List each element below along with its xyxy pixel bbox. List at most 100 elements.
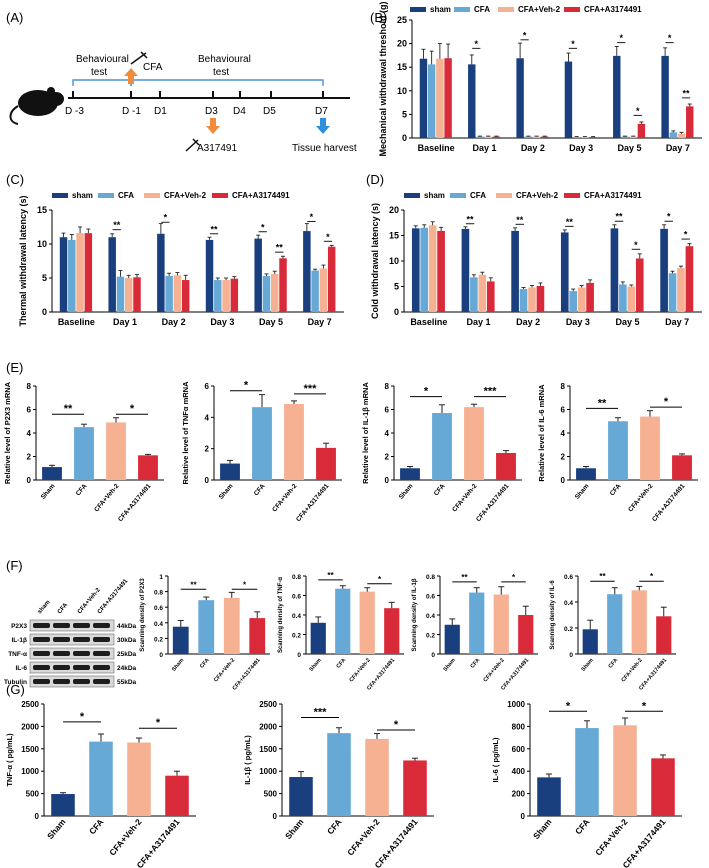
y-tick-label: 6 [27,406,32,415]
x-tick-label: Day 1 [472,143,496,153]
blot-band [33,651,50,656]
bar-sham [310,622,326,654]
x-tick-label: Day 2 [521,143,545,153]
y-tick-label: 6 [561,406,566,415]
y-axis-label: Relative level of TNFα mRNA [181,381,190,485]
significance-mark: ** [276,243,284,253]
x-tick-label: CFA+Veh-2 [483,657,506,683]
y-tick-label: 1500 [21,745,39,754]
harvest-arrow [316,118,330,134]
timeline-ticks [72,91,324,98]
significance-mark: ** [461,573,468,582]
legend-label: CFA+Veh-2 [518,5,561,14]
x-tick-label: CFA [608,657,620,669]
kda-label: 55kDa [117,679,137,686]
legend-swatch [564,193,580,198]
y-tick-label: 8 [27,382,32,391]
bar-cfa-veh-2 [627,286,636,312]
x-tick-label: Day 1 [466,317,490,327]
significance-mark: ** [516,215,524,225]
mouse-icon [9,87,64,125]
significance-mark: ** [190,580,197,589]
protein-label: Tubulin [4,679,27,686]
legend-label: sham [72,191,93,200]
x-tick-label: CFA [253,483,267,498]
significance-mark: * [394,719,399,731]
y-tick-label: 0.8 [426,574,435,581]
bar-sham [303,231,311,312]
bar-cfa [420,227,429,312]
y-tick-label: 0 [297,652,301,659]
bar-sham [511,230,519,312]
legend-swatch [212,193,228,198]
y-tick-label: 1000 [507,700,525,709]
bar-cfa-a3174491 [437,230,445,312]
y-tick-label: 15 [389,231,399,241]
day-label-d7: D7 [315,106,328,117]
x-tick-label: CFA+A3174491 [500,657,530,691]
y-tick-label: 0.6 [426,594,435,601]
x-tick-label: CFA+Veh-2 [627,482,655,513]
bar-cfa-a3174491 [138,455,158,480]
significance-mark: * [261,222,265,232]
y-tick-label: 4 [561,429,566,438]
y-axis: 0 500 1000 1500 2000 2500 [21,700,45,821]
bar-cfa-a3174491 [384,608,400,654]
bar-sham [461,228,470,312]
bar-cfa [214,280,222,312]
y-axis: 0 0.2 0.4 0.6 0.8 [292,574,307,659]
y-tick-label: 0 [385,476,390,485]
legend-swatch [450,193,466,198]
bar-cfa [252,407,272,480]
bar-sham [468,64,476,138]
significance-mark: ** [113,220,121,230]
legend-swatch [52,193,68,198]
chart-il6-mrna: 0 2 4 6 8 Relative level of IL-6 mRNA Sham CFA C… [537,382,698,523]
bar-sham [42,467,62,480]
legend-swatch [404,193,420,198]
significance-mark: ** [64,403,73,415]
chart-il1b-density: 0 0.2 0.4 0.6 0.8 Scanning density of IL-1β Sh… [412,573,538,692]
y-tick-label: 0 [273,812,278,821]
y-axis: 0 0.2 0.4 0.6 0.8 [426,574,441,659]
x-tick-label: Sham [531,817,554,841]
x-tick-label: Baseline [58,317,95,327]
x-tick-label: CFA+Veh-2 [213,657,236,683]
bar-cfa-a3174491 [637,123,646,138]
y-tick-label: 0.8 [292,574,301,581]
bar-sham [289,777,313,816]
significance-mark: *** [314,706,328,718]
chart-il1b-elisa: 0 500 1000 1500 2000 2500 IL-1β ( pg/mL) Sham CF… [243,700,434,868]
x-tick-label: CFA [573,817,592,836]
bar-cfa-veh-2 [484,136,492,138]
y-tick-label: 20 [397,39,407,49]
bar-cfa [470,277,478,312]
significance-mark: ** [566,217,574,227]
cfa-arrow [124,68,138,84]
chart-il6-density: 0 0.2 0.4 0.6 Scanning density of IL-6 Sham CF… [550,572,676,692]
x-tick-label: Day 5 [617,143,641,153]
y-tick-label: 5 [402,109,407,119]
significance-mark: * [523,30,527,40]
bar-sham [613,55,621,138]
chart-tnfa-mrna: 0 2 4 6 Relative level of TNFα mRNA Sham CFA CF… [181,380,342,523]
y-tick-label: 400 [512,767,526,776]
test-label-1: test [91,67,107,78]
bar-sham [576,468,596,480]
bar-cfa-a3174491 [635,258,644,312]
x-tick-label: CFA+A3174491 [651,482,687,523]
bar-sham [157,233,165,312]
significance-mark: * [326,232,330,242]
significance-mark: * [130,403,135,415]
bar-sham [582,629,598,654]
y-tick-label: 5 [42,273,47,283]
x-tick-label: Sham [45,817,68,841]
y-axis: 0 2 4 6 8 [27,382,37,485]
bar-cfa [608,421,628,480]
bar-cfa-veh-2 [631,590,647,654]
x-tick-label: Sham [309,657,323,672]
blot-band [73,623,90,628]
bar-cfa-veh-2 [428,225,437,312]
y-tick-label: 0.6 [564,574,573,581]
